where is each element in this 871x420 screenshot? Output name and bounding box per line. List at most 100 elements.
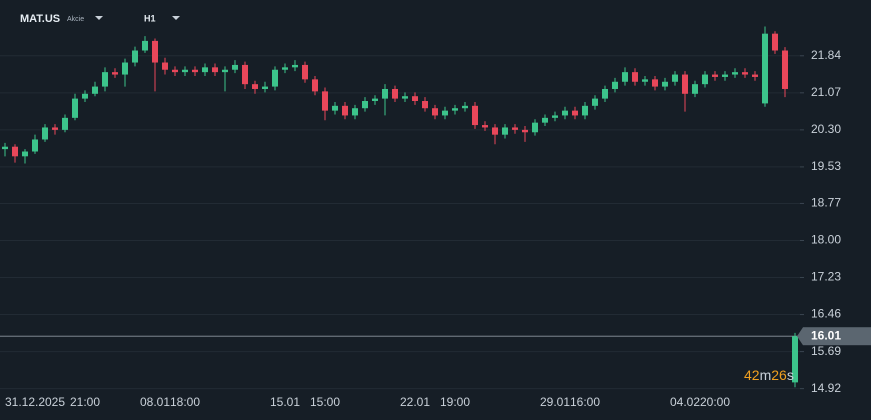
asset-class: Akcie <box>67 16 84 23</box>
symbol[interactable]: MAT.US <box>20 13 60 25</box>
candle-body <box>552 115 558 118</box>
candle-body <box>682 74 688 94</box>
y-tick-label: 21.07 <box>811 85 841 99</box>
candle-body <box>262 86 268 89</box>
candle-body <box>162 62 168 70</box>
candle-body <box>562 110 568 116</box>
candle-body <box>512 127 518 130</box>
candle-body <box>112 72 118 75</box>
candle-body <box>102 72 108 87</box>
candle-body <box>292 64 298 68</box>
candle-body <box>642 79 648 82</box>
current-price-label: 16.01 <box>811 328 841 342</box>
candle-body <box>692 84 698 94</box>
candle-body <box>662 81 668 87</box>
candle-body <box>492 127 498 135</box>
candle-body <box>332 105 338 111</box>
candle-body <box>412 96 418 102</box>
x-tick-label: 15:00 <box>310 395 340 409</box>
current-price-tag <box>803 327 871 346</box>
x-tick-label: 20:00 <box>700 395 730 409</box>
candle-body <box>182 69 188 73</box>
candle-body <box>192 69 198 73</box>
candle-body <box>252 84 258 89</box>
candle-body <box>42 127 48 140</box>
candle-body <box>762 33 768 104</box>
candle-body <box>92 86 98 94</box>
candle-body <box>652 79 658 87</box>
candle-body <box>732 72 738 75</box>
y-tick-label: 20.30 <box>811 122 841 136</box>
candle-body <box>742 72 748 75</box>
x-tick-label: 04.02 <box>670 395 700 409</box>
candle-body <box>32 139 38 152</box>
candle-body <box>2 146 8 150</box>
candle-body <box>392 88 398 99</box>
candle-body <box>572 110 578 116</box>
candle-body <box>442 110 448 116</box>
x-tick-label: 19:00 <box>440 395 470 409</box>
countdown: 42m26s <box>744 367 794 383</box>
candle-body <box>242 64 248 85</box>
candle-body <box>122 62 128 75</box>
candle-body <box>202 67 208 73</box>
x-tick-label: 08.01 <box>140 395 170 409</box>
candle-body <box>782 50 788 89</box>
candle-body <box>402 96 408 99</box>
candle-body <box>12 146 18 157</box>
current-price-arrow <box>797 327 803 346</box>
countdown-part: 42 <box>744 367 760 383</box>
candle-body <box>72 98 78 118</box>
candle-body <box>672 74 678 82</box>
candle-body <box>712 74 718 77</box>
candle-body <box>452 108 458 111</box>
candle-body <box>472 105 478 126</box>
candle-body <box>302 64 308 80</box>
candle-body <box>52 127 58 130</box>
candle-body <box>462 105 468 109</box>
x-tick-label: 29.01 <box>540 395 570 409</box>
y-tick-label: 18.77 <box>811 196 841 210</box>
y-tick-label: 17.23 <box>811 270 841 284</box>
candle-body <box>482 125 488 128</box>
candle-body <box>312 79 318 92</box>
y-tick-label: 14.92 <box>811 381 841 395</box>
y-tick-label: 16.46 <box>811 307 841 321</box>
timeframe-dropdown[interactable] <box>172 16 180 20</box>
candle-body <box>602 88 608 99</box>
countdown-part: 26 <box>771 367 787 383</box>
candle-body <box>772 33 778 51</box>
x-tick-label: 16:00 <box>570 395 600 409</box>
y-tick-label: 19.53 <box>811 159 841 173</box>
candle-body <box>22 151 28 157</box>
timeframe-label[interactable]: H1 <box>144 13 156 23</box>
candle-body <box>272 69 278 87</box>
x-tick-label: 22.01 <box>400 395 430 409</box>
candle-body <box>582 105 588 116</box>
candle-body <box>342 105 348 116</box>
candle-body <box>372 98 378 102</box>
candle-body <box>542 117 548 123</box>
y-tick-label: 15.69 <box>811 344 841 358</box>
candle-body <box>132 50 138 63</box>
candle-body <box>142 40 148 51</box>
x-tick-label: 18:00 <box>170 395 200 409</box>
countdown-part: s <box>787 367 794 383</box>
candle-body <box>432 108 438 116</box>
candle-body <box>632 72 638 82</box>
y-tick-label: 18.00 <box>811 233 841 247</box>
countdown-part: m <box>760 367 772 383</box>
candles <box>2 26 798 388</box>
candle-body <box>702 74 708 85</box>
candle-body <box>612 81 618 89</box>
candle-body <box>62 117 68 130</box>
candle-body <box>532 122 538 133</box>
candle-body <box>592 98 598 106</box>
symbol-dropdown[interactable] <box>95 16 103 20</box>
x-tick-label: 31.12.2025 <box>5 395 65 409</box>
candle-body <box>212 67 218 73</box>
candle-body <box>522 129 528 133</box>
x-tick-label: 21:00 <box>70 395 100 409</box>
